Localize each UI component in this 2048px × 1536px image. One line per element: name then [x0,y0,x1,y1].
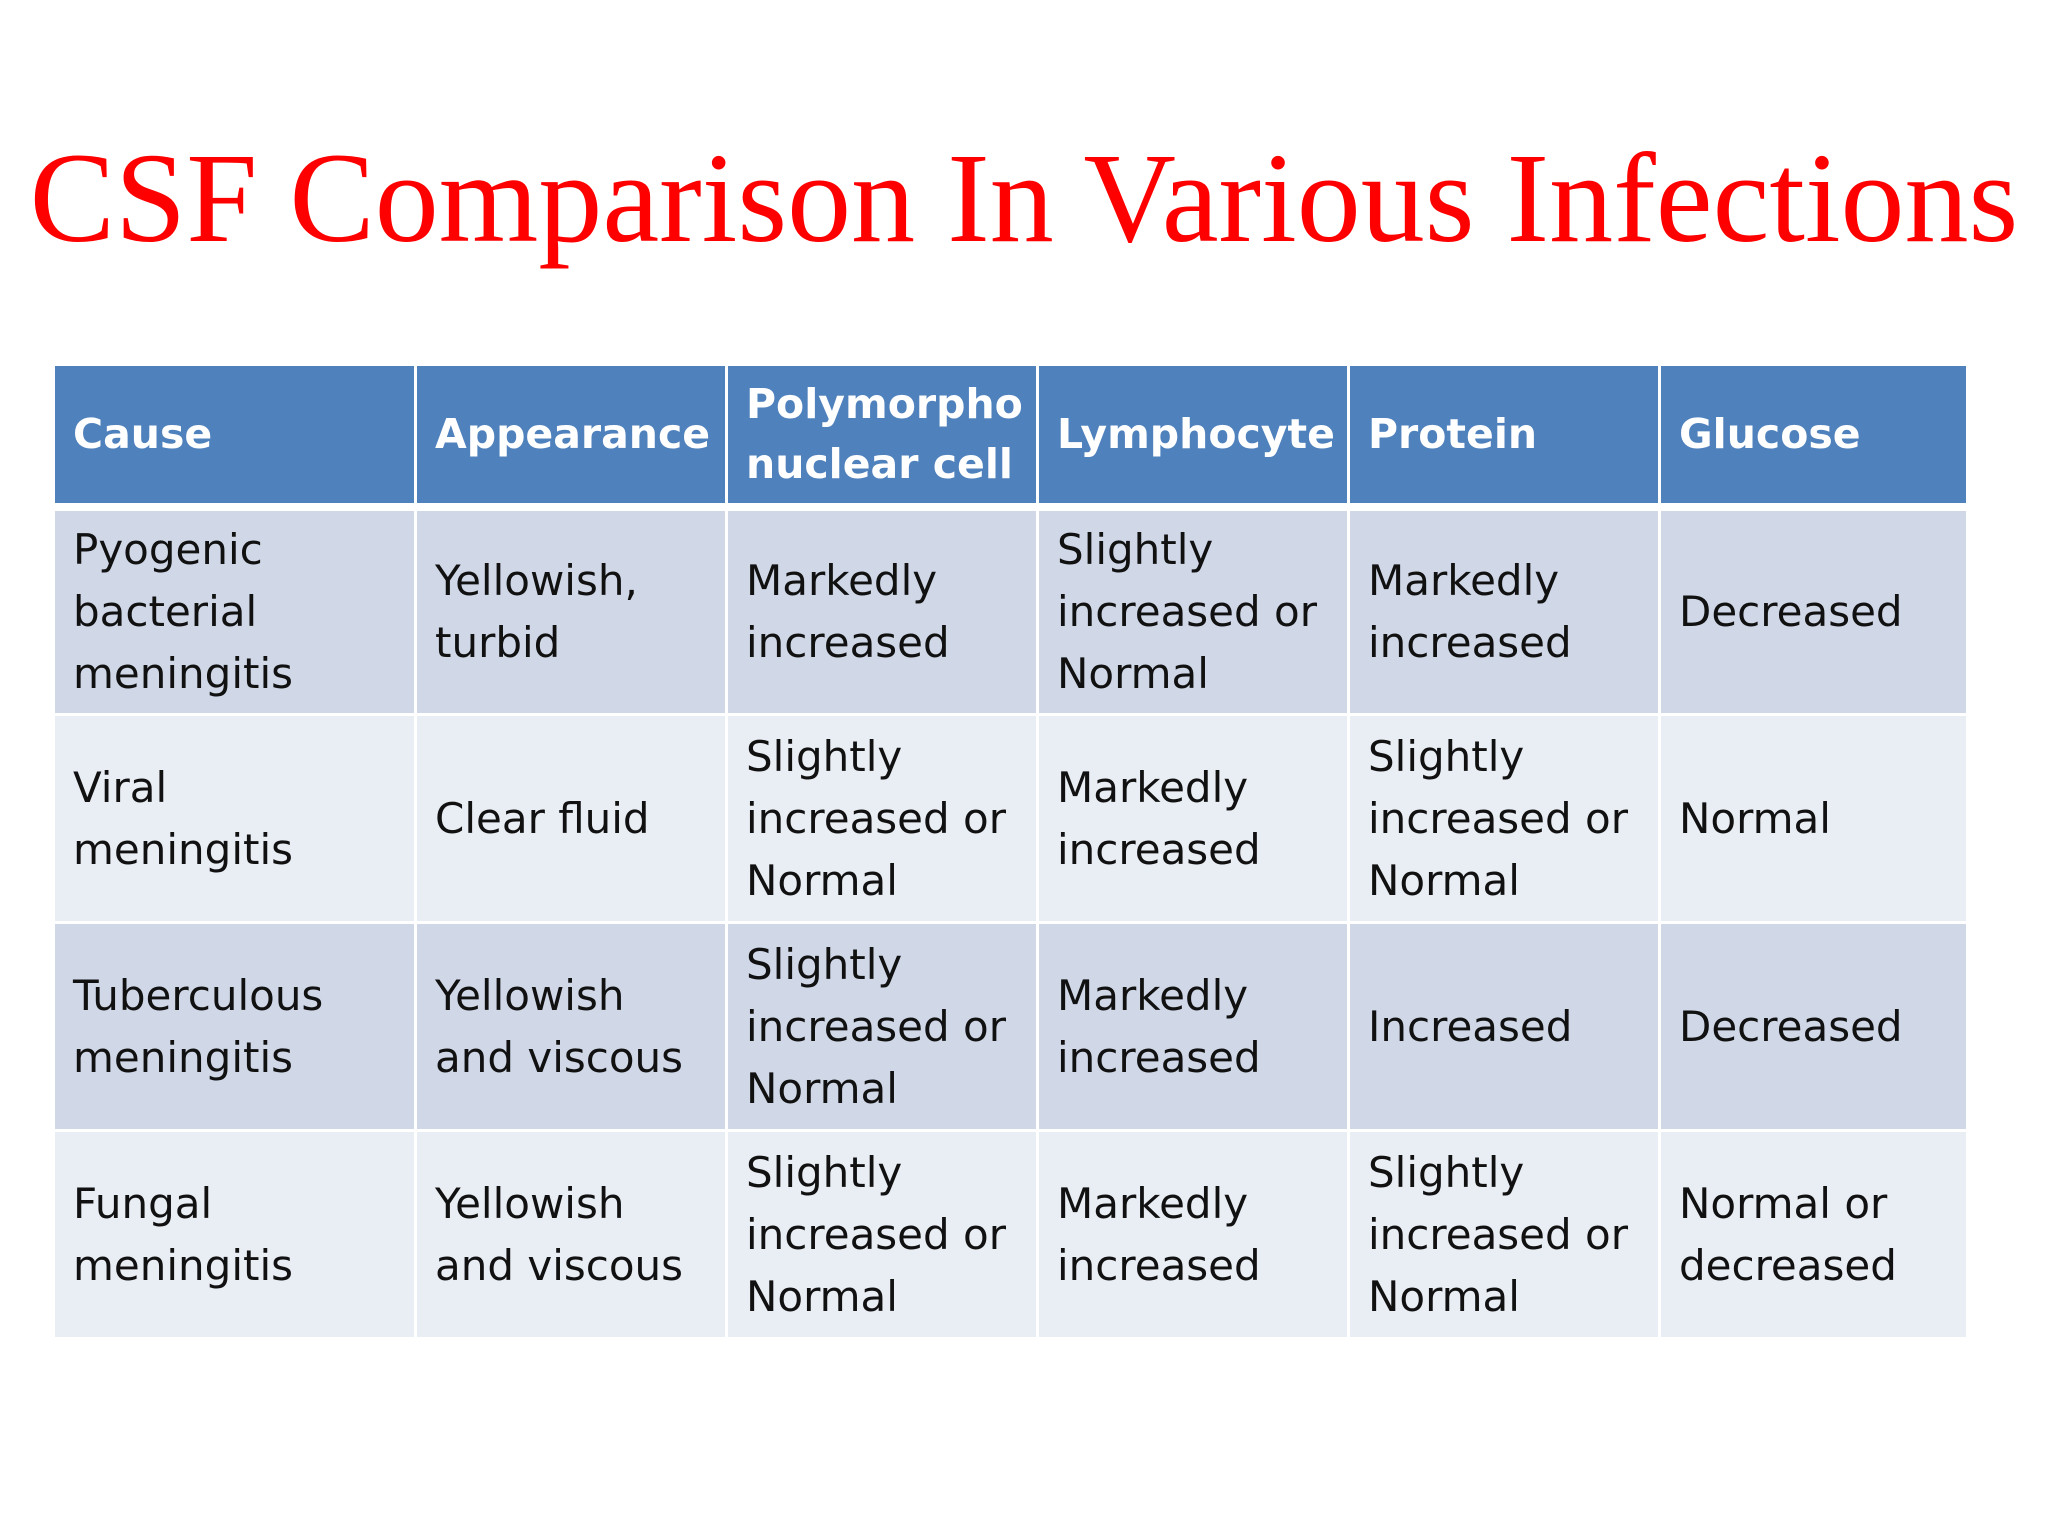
header-cause: Cause [52,363,417,511]
header-glucose: Glucose [1658,363,1969,511]
cell-protein: Slightly increased or Normal [1347,1129,1661,1340]
cell-appearance: Yellowish and viscous [414,921,728,1132]
cell-glucose: Decreased [1658,505,1969,716]
cell-appearance: Yellowish and viscous [414,1129,728,1340]
cell-polymorphonuclear-cell: Slightly increased or Normal [725,921,1039,1132]
cell-cause: Fungal meningitis [52,1129,417,1340]
cell-protein: Markedly increased [1347,505,1661,716]
cell-protein: Increased [1347,921,1661,1132]
cell-cause: Tuberculous meningitis [52,921,417,1132]
cell-glucose: Decreased [1658,921,1969,1132]
csf-comparison-table: Cause Appearance Polymorpho nuclear cell… [52,363,1969,1340]
header-polymorphonuclear-cell: Polymorpho nuclear cell [725,363,1039,511]
cell-cause: Viral meningitis [52,713,417,924]
cell-glucose: Normal [1658,713,1969,924]
slide-title: CSF Comparison In Various Infections [29,127,2019,269]
header-protein: Protein [1347,363,1661,511]
cell-polymorphonuclear-cell: Markedly increased [725,505,1039,716]
cell-lymphocyte: Slightly increased or Normal [1036,505,1350,716]
cell-lymphocyte: Markedly increased [1036,713,1350,924]
header-appearance: Appearance [414,363,728,511]
cell-glucose: Normal or decreased [1658,1129,1969,1340]
header-lymphocyte: Lymphocyte [1036,363,1350,511]
cell-cause: Pyogenic bacterial meningitis [52,505,417,716]
cell-appearance: Clear fluid [414,713,728,924]
table-header-row: Cause Appearance Polymorpho nuclear cell… [52,363,1969,511]
table-row: Tuberculous meningitis Yellowish and vis… [52,921,1969,1132]
cell-protein: Slightly increased or Normal [1347,713,1661,924]
cell-lymphocyte: Markedly increased [1036,1129,1350,1340]
cell-polymorphonuclear-cell: Slightly increased or Normal [725,1129,1039,1340]
cell-lymphocyte: Markedly increased [1036,921,1350,1132]
cell-polymorphonuclear-cell: Slightly increased or Normal [725,713,1039,924]
cell-appearance: Yellowish, turbid [414,505,728,716]
table-row: Fungal meningitis Yellowish and viscous … [52,1129,1969,1340]
table-row: Viral meningitis Clear fluid Slightly in… [52,713,1969,924]
table-row: Pyogenic bacterial meningitis Yellowish,… [52,505,1969,716]
